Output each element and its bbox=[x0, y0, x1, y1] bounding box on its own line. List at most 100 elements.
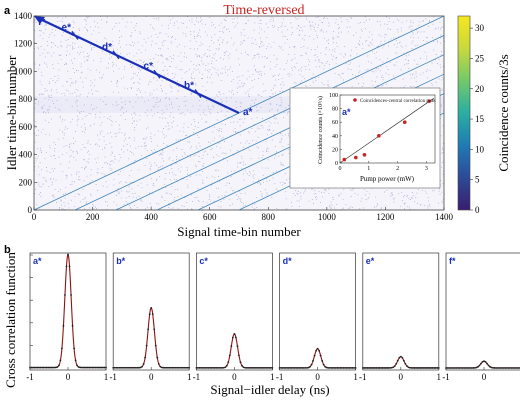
correlation-point bbox=[331, 367, 334, 369]
inset-panel-label: a* bbox=[342, 107, 351, 117]
correlation-point bbox=[160, 366, 163, 369]
correlation-point bbox=[404, 362, 407, 365]
correlation-point bbox=[61, 347, 63, 350]
correlation-point bbox=[374, 367, 376, 369]
correlation-point bbox=[180, 366, 183, 369]
correlation-panel-label: c* bbox=[199, 256, 208, 266]
correlation-point bbox=[484, 361, 487, 363]
correlation-point bbox=[303, 367, 305, 369]
correlation-panel: e* -1 0 1 bbox=[359, 252, 441, 382]
correlation-point bbox=[241, 364, 243, 367]
correlation-frame bbox=[362, 252, 440, 371]
correlation-point bbox=[79, 366, 82, 369]
correlation-point bbox=[44, 366, 47, 369]
correlation-x-tick-label: -1 bbox=[276, 372, 284, 382]
correlation-point bbox=[183, 366, 186, 369]
correlation-point bbox=[292, 367, 295, 369]
correlation-point bbox=[399, 355, 402, 358]
x-tick-label: 800 bbox=[262, 212, 276, 222]
correlation-point bbox=[339, 367, 342, 369]
correlation-point bbox=[257, 366, 260, 369]
correlation-point bbox=[495, 367, 498, 369]
correlation-point bbox=[73, 347, 75, 350]
correlation-point bbox=[518, 367, 520, 369]
inset-point bbox=[377, 134, 381, 138]
correlation-point bbox=[396, 359, 399, 362]
y-tick-label: 0 bbox=[28, 205, 33, 215]
correlation-point bbox=[113, 366, 116, 369]
correlation-point bbox=[41, 366, 44, 369]
colorbar-tick-label: 25 bbox=[475, 53, 485, 63]
inset-y-tick-label: 20 bbox=[332, 147, 338, 153]
correlation-point bbox=[68, 265, 71, 268]
correlation-point bbox=[487, 364, 490, 367]
correlation-point bbox=[377, 367, 379, 369]
correlation-point bbox=[186, 366, 189, 369]
correlation-point bbox=[350, 367, 352, 369]
correlation-point bbox=[176, 366, 178, 369]
correlation-point bbox=[133, 366, 136, 369]
correlation-x-tick-label: 0 bbox=[232, 372, 237, 382]
y-tick-label: 1000 bbox=[14, 66, 33, 76]
correlation-panel-label: a* bbox=[33, 256, 42, 266]
inset-content: 0 1 2 3 0 20 40 60 80 100 bbox=[329, 93, 434, 172]
correlation-point bbox=[372, 367, 375, 369]
correlation-point bbox=[82, 366, 85, 369]
y-tick-label: 400 bbox=[19, 150, 33, 160]
correlation-point bbox=[457, 367, 460, 369]
correlation-point bbox=[324, 365, 327, 368]
correlation-point bbox=[402, 359, 405, 362]
correlation-point bbox=[115, 366, 118, 369]
correlation-point bbox=[419, 367, 422, 369]
y-tick-label: 1400 bbox=[14, 11, 33, 21]
correlation-point bbox=[433, 367, 436, 369]
correlation-point bbox=[77, 366, 80, 368]
correlation-point bbox=[125, 366, 128, 369]
heatmap-speckle bbox=[34, 15, 445, 211]
correlation-points bbox=[278, 347, 357, 369]
correlation-point bbox=[167, 366, 169, 369]
correlation-point bbox=[313, 354, 316, 357]
correlation-point bbox=[477, 365, 479, 368]
arrow-tick bbox=[71, 30, 79, 40]
correlation-point bbox=[121, 366, 124, 369]
correlation-point bbox=[231, 336, 234, 339]
correlation-point bbox=[486, 362, 488, 365]
panel-b-label: b bbox=[4, 244, 11, 256]
correlation-point bbox=[348, 367, 351, 369]
heatmap-title: Time-reversed bbox=[223, 3, 304, 18]
correlation-point bbox=[289, 367, 292, 369]
correlation-point bbox=[170, 366, 172, 369]
x-tick-label: 200 bbox=[86, 212, 100, 222]
correlation-point bbox=[248, 366, 251, 369]
correlation-point bbox=[328, 367, 331, 369]
correlation-point bbox=[515, 367, 517, 369]
correlation-points bbox=[445, 360, 520, 369]
correlation-point bbox=[353, 367, 355, 369]
correlation-point bbox=[33, 366, 36, 369]
correlation-x-tick-label: 0 bbox=[399, 372, 404, 382]
inset-y-tick-label: 80 bbox=[332, 107, 338, 113]
correlation-point bbox=[461, 367, 464, 369]
correlation-point bbox=[259, 366, 262, 369]
correlation-point bbox=[363, 367, 366, 369]
correlation-point bbox=[206, 366, 208, 369]
correlation-point bbox=[39, 366, 42, 369]
correlation-point bbox=[71, 324, 74, 327]
correlation-point bbox=[430, 367, 433, 369]
inset-y-tick-label: 40 bbox=[332, 134, 338, 140]
correlation-point bbox=[483, 360, 485, 363]
correlation-point bbox=[83, 366, 86, 369]
correlation-point bbox=[269, 366, 272, 369]
correlation-point bbox=[304, 367, 307, 369]
correlation-point bbox=[151, 313, 154, 316]
correlation-panel: d* -1 0 1 bbox=[276, 252, 358, 382]
correlation-point bbox=[138, 366, 140, 369]
correlation-point bbox=[280, 367, 283, 369]
correlation-point bbox=[367, 367, 370, 369]
arrow-label: b* bbox=[184, 81, 194, 92]
correlation-panel-label: d* bbox=[283, 256, 292, 266]
correlation-point bbox=[337, 367, 340, 369]
correlation-point bbox=[219, 366, 222, 369]
correlation-point bbox=[347, 367, 349, 369]
